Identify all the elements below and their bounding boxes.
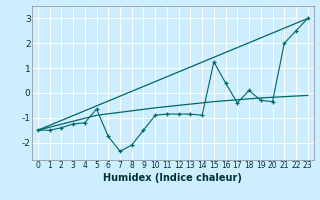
X-axis label: Humidex (Indice chaleur): Humidex (Indice chaleur) [103, 173, 242, 183]
